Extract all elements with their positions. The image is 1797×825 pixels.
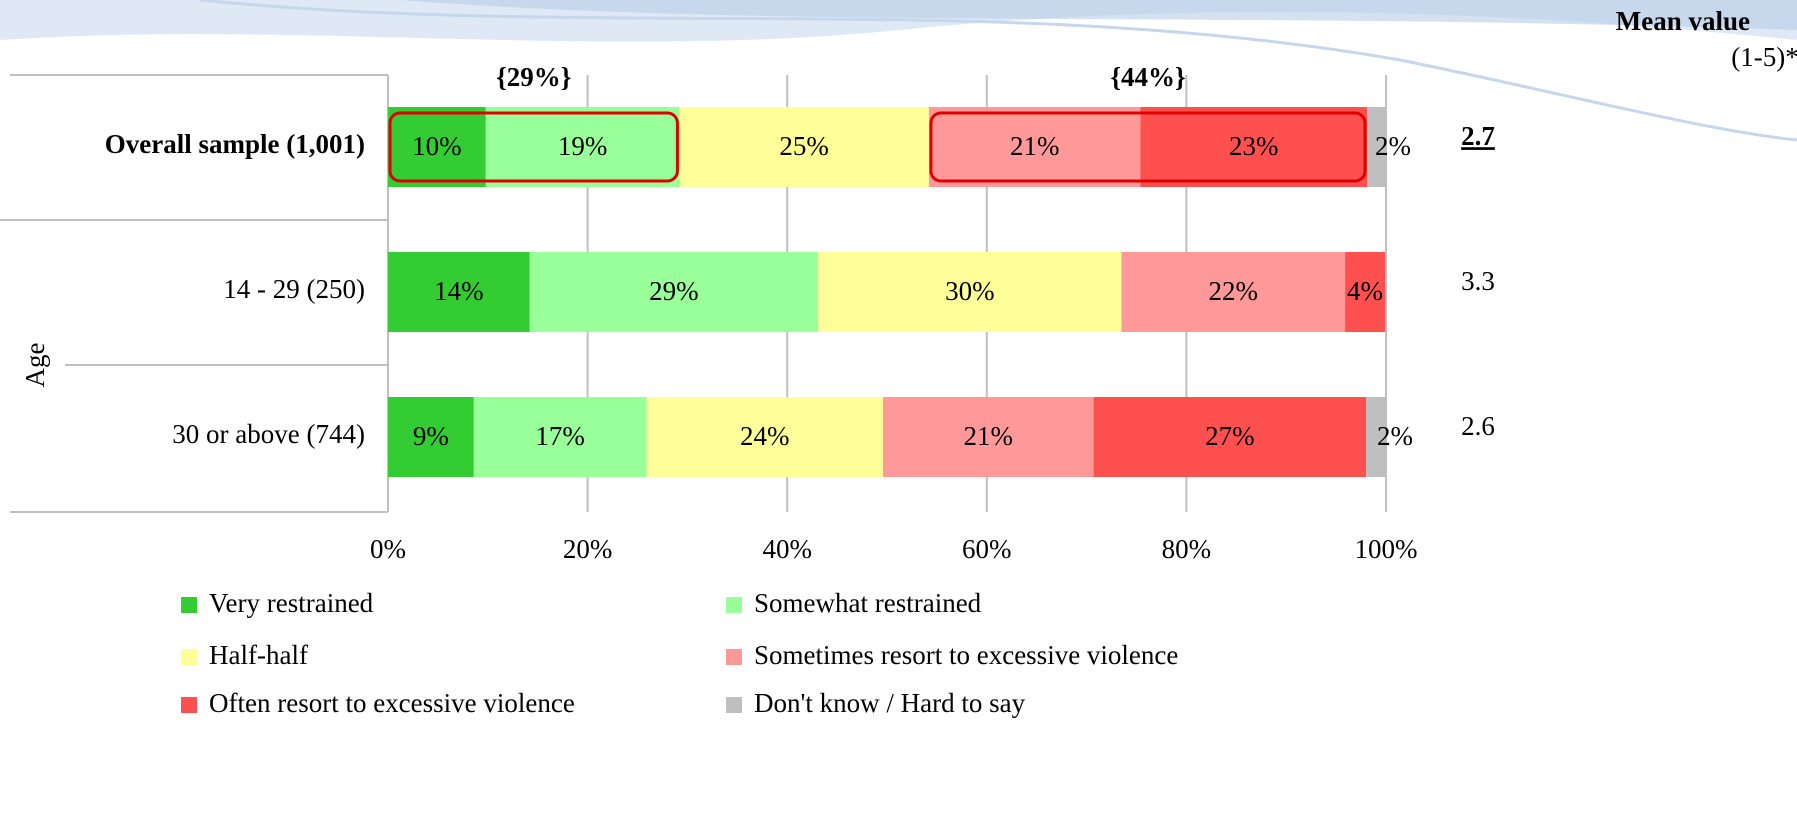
swoosh xyxy=(199,0,1797,142)
legend-swatch xyxy=(181,649,197,665)
bar-segment xyxy=(473,397,647,477)
highlight-box xyxy=(929,111,1367,183)
value-label: 21% xyxy=(964,421,1014,451)
bar-segment xyxy=(529,252,819,332)
bar-segment xyxy=(679,107,929,187)
value-label: 30% xyxy=(945,276,995,306)
x-tick-label: 40% xyxy=(762,534,812,564)
bar-segment xyxy=(388,252,530,332)
value-label: 23% xyxy=(1229,131,1279,161)
bar-segment xyxy=(388,397,474,477)
x-tick-label: 80% xyxy=(1162,534,1212,564)
bar-segment xyxy=(388,107,486,187)
bar-segment xyxy=(818,252,1122,332)
swoosh xyxy=(400,0,1797,30)
bar-segment xyxy=(883,397,1094,477)
category-label: Overall sample (1,001) xyxy=(105,129,365,159)
bar-segment xyxy=(485,107,680,187)
background-decoration xyxy=(0,0,1797,142)
annotation: {44%} xyxy=(1110,62,1185,92)
legend-label: Very restrained xyxy=(209,588,374,618)
legend-label: Half-half xyxy=(209,640,308,670)
value-label: 4% xyxy=(1347,276,1383,306)
x-tick-label: 0% xyxy=(370,534,406,564)
category-label: 14 - 29 (250) xyxy=(223,274,365,304)
value-label: 9% xyxy=(413,421,449,451)
annotation: {29%} xyxy=(496,62,571,92)
value-label: 27% xyxy=(1205,421,1255,451)
bar-segment xyxy=(928,107,1141,187)
highlight-box xyxy=(388,111,679,183)
bar-segment xyxy=(1367,107,1386,187)
group-label: Age xyxy=(20,342,50,387)
bar-segment xyxy=(646,397,884,477)
mean-value: 3.3 xyxy=(1461,266,1495,296)
bar-segment xyxy=(1121,252,1346,332)
x-tick-label: 20% xyxy=(563,534,613,564)
legend-label: Often resort to excessive violence xyxy=(209,688,575,718)
row-lines xyxy=(0,74,388,513)
legend-label: Sometimes resort to excessive violence xyxy=(754,640,1178,670)
x-tick-label: 60% xyxy=(962,534,1012,564)
value-label: 22% xyxy=(1209,276,1259,306)
x-tick-label: 100% xyxy=(1355,534,1418,564)
category-label: 30 or above (744) xyxy=(172,419,365,449)
legend-label: Don't know / Hard to say xyxy=(754,688,1026,718)
legend-swatch xyxy=(726,597,742,613)
legend-swatch xyxy=(181,597,197,613)
bar-segment xyxy=(1140,107,1368,187)
value-label: 10% xyxy=(412,131,462,161)
bar-segment xyxy=(1093,397,1367,477)
mean-value: 2.7 xyxy=(1461,121,1495,151)
legend-swatch xyxy=(726,697,742,713)
value-label: 2% xyxy=(1377,421,1413,451)
mean-title: Mean value xyxy=(1616,6,1750,36)
value-label: 21% xyxy=(1010,131,1060,161)
value-label: 25% xyxy=(779,131,829,161)
value-label: 29% xyxy=(649,276,699,306)
value-label: 24% xyxy=(740,421,790,451)
legend-swatch xyxy=(181,697,197,713)
legend-swatch xyxy=(726,649,742,665)
value-label: 14% xyxy=(434,276,484,306)
value-label: 17% xyxy=(535,421,585,451)
mean-value: 2.6 xyxy=(1461,411,1495,441)
value-label: 19% xyxy=(558,131,608,161)
legend-label: Somewhat restrained xyxy=(754,588,982,618)
bar-segment xyxy=(1345,252,1386,332)
bar-segment xyxy=(1366,397,1387,477)
mean-subtitle: (1-5)* xyxy=(1731,42,1797,72)
value-label: 2% xyxy=(1375,131,1411,161)
